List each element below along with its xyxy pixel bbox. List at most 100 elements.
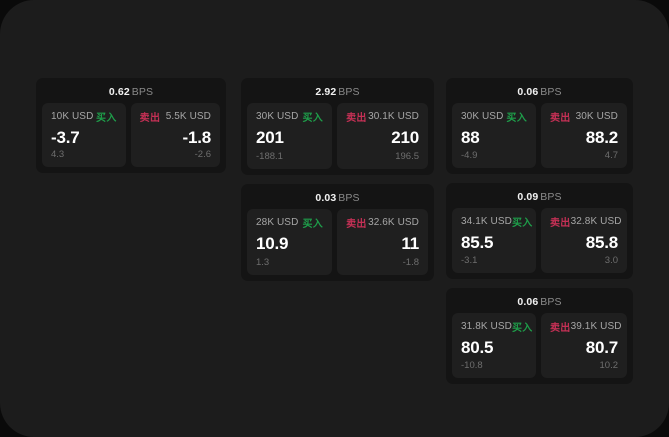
buy-panel[interactable]: 10K USD 买入 -3.7 4.3 <box>42 103 126 167</box>
sell-price: 80.7 <box>585 338 618 357</box>
buy-price: 80.5 <box>461 338 494 357</box>
sell-panel-header: 卖出 39.1K USD <box>550 320 621 334</box>
card-header: 0.09 BPS <box>452 190 627 205</box>
card-header: 0.06 BPS <box>452 295 627 310</box>
buy-price: 88 <box>461 128 480 147</box>
quote-card-1[interactable]: 0.62 BPS 10K USD 买入 -3.7 4.3 卖出 5.5K USD <box>36 78 226 173</box>
sell-panel[interactable]: 卖出 5.5K USD -1.8 -2.6 <box>130 103 220 167</box>
buy-panel[interactable]: 28K USD 买入 10.9 1.3 <box>247 209 333 275</box>
sell-price: -1.8 <box>182 128 212 147</box>
bps-value: 2.92 <box>315 86 337 98</box>
buy-side-tag: 买入 <box>302 219 324 230</box>
sell-panel-header: 卖出 32.6K USD <box>346 216 419 230</box>
buy-side-tag: 买入 <box>511 218 533 229</box>
buy-delta: -3.1 <box>461 255 478 266</box>
sell-price: 88.2 <box>585 128 618 147</box>
sell-panel[interactable]: 卖出 32.6K USD 11 -1.8 <box>337 209 428 275</box>
panel-pair: 31.8K USD 买入 80.5 -10.8 卖出 39.1K USD 80.… <box>452 313 627 378</box>
sell-delta: 10.2 <box>599 360 619 371</box>
panel-pair: 34.1K USD 买入 85.5 -3.1 卖出 32.8K USD 85.8… <box>452 208 627 273</box>
bps-unit: BPS <box>338 86 360 98</box>
card-header: 2.92 BPS <box>247 85 428 100</box>
sell-side-tag: 卖出 <box>139 113 161 124</box>
sell-delta: 4.7 <box>604 150 618 161</box>
sell-delta: 196.5 <box>395 151 419 162</box>
buy-delta: 4.3 <box>51 149 65 160</box>
sell-size-label: 30K USD <box>575 111 618 122</box>
card-header: 0.03 BPS <box>247 191 428 206</box>
bps-unit: BPS <box>131 86 154 98</box>
buy-delta: -4.9 <box>461 150 478 161</box>
quote-card-6[interactable]: 0.06 BPS 31.8K USD 买入 80.5 -10.8 卖出 39.1K… <box>446 288 633 384</box>
sell-price: 11 <box>401 234 419 253</box>
buy-panel-header: 10K USD 买入 <box>51 110 117 124</box>
buy-size-label: 31.8K USD <box>461 321 512 332</box>
sell-size-label: 39.1K USD <box>570 321 622 332</box>
buy-delta: 1.3 <box>256 257 270 268</box>
sell-side-tag: 卖出 <box>346 219 367 230</box>
bps-value: 0.09 <box>517 191 539 203</box>
sell-panel[interactable]: 卖出 32.8K USD 85.8 3.0 <box>541 208 627 273</box>
buy-price: -3.7 <box>51 128 80 147</box>
buy-price: 85.5 <box>461 233 494 252</box>
buy-side-tag: 买入 <box>96 113 117 124</box>
buy-panel-header: 30K USD 买入 <box>461 110 527 124</box>
panel-pair: 30K USD 买入 201 -188.1 卖出 30.1K USD 210 1… <box>247 103 428 169</box>
quote-card-3[interactable]: 0.06 BPS 30K USD 买入 88 -4.9 卖出 30K USD <box>446 78 633 174</box>
sell-size-label: 32.6K USD <box>368 217 419 228</box>
buy-size-label: 30K USD <box>256 111 299 122</box>
sell-side-tag: 卖出 <box>550 218 571 229</box>
buy-price: 10.9 <box>256 234 289 253</box>
sell-panel-header: 卖出 32.8K USD <box>550 215 621 229</box>
sell-price: 210 <box>391 128 419 147</box>
bps-value: 0.62 <box>108 86 130 98</box>
buy-panel-header: 28K USD 买入 <box>256 216 324 230</box>
sell-delta: -1.8 <box>402 257 419 268</box>
sell-panel-header: 卖出 30.1K USD <box>346 110 419 124</box>
buy-price: 201 <box>256 128 284 147</box>
sell-panel[interactable]: 卖出 30.1K USD 210 196.5 <box>337 103 428 169</box>
buy-panel-header: 30K USD 买入 <box>256 110 323 124</box>
sell-side-tag: 卖出 <box>550 323 571 334</box>
bps-value: 0.06 <box>517 296 539 308</box>
sell-panel-header: 卖出 30K USD <box>550 110 618 124</box>
buy-panel-header: 31.8K USD 买入 <box>461 320 532 334</box>
sell-panel-header: 卖出 5.5K USD <box>139 110 211 124</box>
buy-side-tag: 买入 <box>511 323 533 334</box>
bps-unit: BPS <box>540 296 562 308</box>
sell-panel[interactable]: 卖出 30K USD 88.2 4.7 <box>541 103 627 168</box>
sell-price: 85.8 <box>585 233 618 252</box>
buy-panel[interactable]: 30K USD 买入 201 -188.1 <box>247 103 333 169</box>
card-header: 0.62 BPS <box>42 85 220 100</box>
buy-panel[interactable]: 31.8K USD 买入 80.5 -10.8 <box>452 313 536 378</box>
sell-size-label: 32.8K USD <box>570 216 622 227</box>
quote-card-2[interactable]: 2.92 BPS 30K USD 买入 201 -188.1 卖出 30.1K U… <box>241 78 434 175</box>
buy-panel-header: 34.1K USD 买入 <box>461 215 532 229</box>
panel-pair: 28K USD 买入 10.9 1.3 卖出 32.6K USD 11 -1.8 <box>247 209 428 275</box>
buy-delta: -188.1 <box>256 151 283 162</box>
sell-size-label: 5.5K USD <box>165 111 211 122</box>
sell-delta: 3.0 <box>604 255 618 266</box>
sell-side-tag: 卖出 <box>550 113 571 124</box>
bps-unit: BPS <box>338 192 360 204</box>
quote-card-4[interactable]: 0.03 BPS 28K USD 买入 10.9 1.3 卖出 32.6K USD <box>241 184 434 281</box>
bps-value: 0.03 <box>315 192 337 204</box>
buy-panel[interactable]: 34.1K USD 买入 85.5 -3.1 <box>452 208 536 273</box>
card-header: 0.06 BPS <box>452 85 627 100</box>
buy-side-tag: 买入 <box>506 113 527 124</box>
buy-delta: -10.8 <box>461 360 483 371</box>
buy-size-label: 34.1K USD <box>461 216 512 227</box>
sell-side-tag: 卖出 <box>346 113 367 124</box>
bps-value: 0.06 <box>517 86 539 98</box>
bps-unit: BPS <box>540 191 562 203</box>
panel-pair: 30K USD 买入 88 -4.9 卖出 30K USD 88.2 4.7 <box>452 103 627 168</box>
sell-delta: -2.6 <box>194 149 211 160</box>
sell-panel[interactable]: 卖出 39.1K USD 80.7 10.2 <box>541 313 627 378</box>
quote-card-5[interactable]: 0.09 BPS 34.1K USD 买入 85.5 -3.1 卖出 32.8K … <box>446 183 633 279</box>
sell-size-label: 30.1K USD <box>368 111 419 122</box>
buy-panel[interactable]: 30K USD 买入 88 -4.9 <box>452 103 536 168</box>
panel-pair: 10K USD 买入 -3.7 4.3 卖出 5.5K USD -1.8 -2.… <box>42 103 220 167</box>
buy-size-label: 30K USD <box>461 111 504 122</box>
